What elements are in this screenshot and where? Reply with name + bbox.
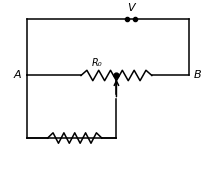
Text: R₀: R₀: [91, 58, 102, 67]
Text: V: V: [127, 3, 135, 13]
Text: A: A: [14, 71, 22, 80]
Text: B: B: [194, 71, 201, 80]
